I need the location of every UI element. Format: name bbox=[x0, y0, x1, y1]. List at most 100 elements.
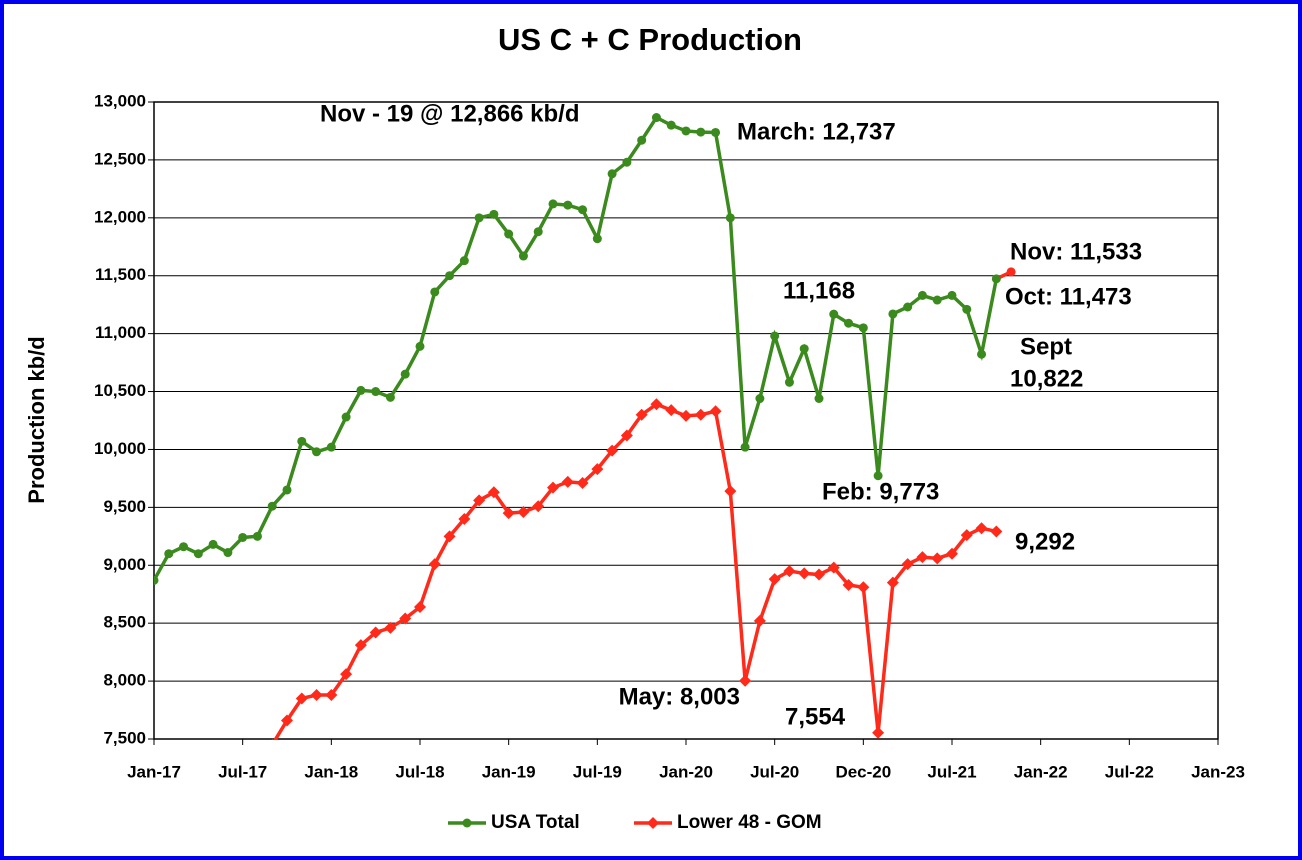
x-tick-label: Jan-20 bbox=[659, 762, 713, 781]
y-tick-label: 11,000 bbox=[95, 323, 146, 342]
data-point bbox=[487, 486, 500, 499]
data-point bbox=[888, 309, 898, 319]
annotation: May: 8,003 bbox=[619, 683, 740, 710]
legend-label: Lower 48 - GOM bbox=[677, 812, 822, 833]
data-point bbox=[681, 126, 691, 136]
data-point bbox=[576, 477, 589, 490]
data-point bbox=[886, 576, 899, 589]
data-point bbox=[739, 674, 752, 687]
legend-label: USA Total bbox=[491, 812, 580, 833]
data-point bbox=[666, 120, 676, 130]
data-point bbox=[371, 387, 381, 397]
data-point bbox=[578, 205, 588, 215]
data-point bbox=[753, 614, 766, 627]
data-point bbox=[799, 344, 809, 354]
data-point bbox=[385, 392, 395, 402]
data-point bbox=[827, 561, 840, 574]
x-tick-label: Jan-18 bbox=[304, 762, 358, 781]
data-point bbox=[784, 377, 794, 387]
y-tick-label: 8,000 bbox=[103, 671, 146, 690]
data-point bbox=[548, 199, 558, 209]
data-point bbox=[651, 113, 661, 123]
data-point bbox=[637, 135, 647, 145]
data-point bbox=[208, 539, 218, 549]
data-point bbox=[282, 485, 292, 495]
data-point bbox=[267, 501, 277, 511]
data-point bbox=[872, 726, 885, 739]
x-tick-label: Jan-23 bbox=[1191, 762, 1245, 781]
data-point bbox=[931, 552, 944, 565]
data-point bbox=[400, 369, 410, 379]
data-point bbox=[238, 532, 248, 542]
x-tick-label: Jul-17 bbox=[218, 762, 267, 781]
annotation: Oct: 11,473 bbox=[1005, 283, 1132, 310]
data-point bbox=[193, 549, 203, 559]
data-point bbox=[709, 405, 722, 418]
x-tick-label: Jul-19 bbox=[573, 762, 622, 781]
data-point bbox=[414, 600, 426, 613]
data-point bbox=[946, 547, 958, 560]
y-tick-label: 12,500 bbox=[94, 149, 146, 168]
data-point bbox=[340, 668, 353, 681]
data-point bbox=[563, 200, 573, 210]
data-point bbox=[271, 738, 274, 740]
data-point bbox=[680, 409, 692, 422]
data-point bbox=[755, 393, 765, 403]
y-tick-label: 10,500 bbox=[94, 381, 146, 400]
data-point bbox=[458, 512, 471, 525]
annotation: Nov - 19 @ 12,866 kb/d bbox=[320, 100, 580, 127]
data-point bbox=[842, 578, 855, 591]
x-tick-label: Jul-21 bbox=[927, 762, 976, 781]
data-point bbox=[962, 304, 972, 314]
y-tick-label: 10,000 bbox=[94, 439, 146, 458]
x-tick-label: Dec-20 bbox=[835, 762, 891, 781]
data-point bbox=[297, 436, 307, 446]
y-tick-label: 8,500 bbox=[103, 613, 146, 632]
annotation: 9,292 bbox=[1015, 528, 1075, 555]
data-point bbox=[561, 475, 574, 488]
data-point bbox=[504, 229, 514, 239]
data-point bbox=[917, 290, 927, 300]
data-point bbox=[844, 318, 854, 328]
data-point bbox=[873, 471, 883, 481]
data-point bbox=[281, 714, 293, 727]
data-point bbox=[518, 251, 528, 261]
data-point bbox=[960, 529, 973, 542]
annotation: 11,168 bbox=[783, 277, 855, 304]
data-point bbox=[947, 290, 957, 300]
data-point bbox=[223, 548, 233, 558]
data-point bbox=[696, 127, 706, 137]
data-point bbox=[310, 688, 323, 701]
data-point bbox=[770, 331, 780, 341]
data-point bbox=[607, 169, 617, 179]
data-point bbox=[489, 209, 499, 219]
data-point bbox=[813, 568, 825, 581]
data-point bbox=[620, 429, 633, 442]
y-tick-label: 9,500 bbox=[103, 497, 146, 516]
data-point bbox=[502, 507, 515, 520]
data-point bbox=[977, 349, 987, 359]
legend-marker bbox=[647, 817, 659, 829]
data-point bbox=[384, 621, 397, 634]
data-point bbox=[591, 463, 604, 476]
data-point bbox=[354, 639, 367, 652]
data-point bbox=[326, 442, 336, 452]
data-point bbox=[814, 393, 824, 403]
data-point bbox=[903, 302, 913, 312]
annotation: March: 12,737 bbox=[737, 118, 896, 145]
data-point bbox=[312, 447, 322, 457]
data-point bbox=[622, 157, 632, 167]
data-point bbox=[694, 408, 707, 421]
legend-marker bbox=[462, 818, 472, 828]
plot-area bbox=[154, 113, 1016, 740]
data-point bbox=[857, 581, 870, 594]
data-point bbox=[740, 442, 750, 452]
data-point bbox=[783, 565, 796, 578]
data-point bbox=[369, 626, 382, 639]
data-point bbox=[932, 295, 942, 305]
data-point bbox=[916, 551, 929, 564]
x-tick-label: Jan-22 bbox=[1014, 762, 1068, 781]
data-point bbox=[399, 612, 412, 625]
